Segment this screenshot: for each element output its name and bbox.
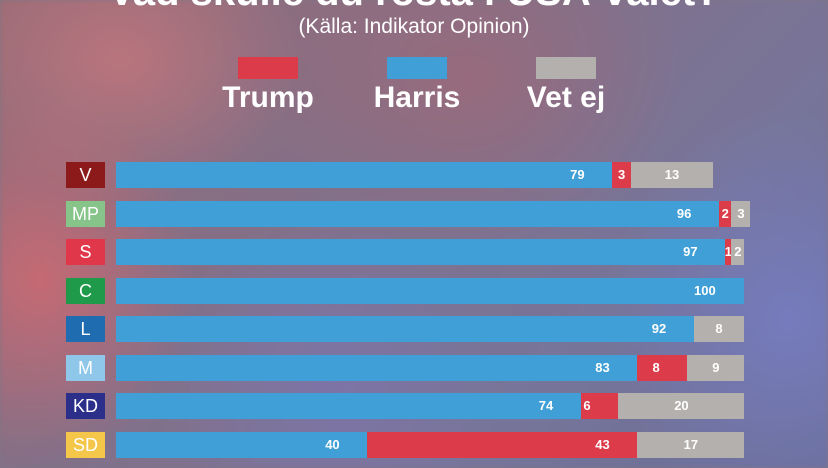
bar-row-c: 100 xyxy=(116,278,744,304)
bar-segment-harris xyxy=(116,316,694,342)
data-label-harris: 79 xyxy=(570,167,585,182)
bar-row-m: 83 8 9 xyxy=(116,355,744,381)
bar-segment-harris xyxy=(116,432,368,458)
bar-segment-harris xyxy=(116,201,719,227)
bar-row-kd: 74 6 20 xyxy=(116,393,744,419)
bar-segment-trump xyxy=(367,432,638,458)
legend-label-trump: Trump xyxy=(222,81,314,114)
bar-segment-vet-ej xyxy=(693,316,744,342)
data-label-vet-ej: 3 xyxy=(737,206,745,221)
data-label-trump: 8 xyxy=(652,360,660,375)
data-label-vet-ej: 2 xyxy=(734,244,742,259)
data-label-harris: 74 xyxy=(538,398,554,413)
bar-row-sd: 40 43 17 xyxy=(116,432,744,458)
party-badge-l: L xyxy=(66,316,105,342)
data-label-harris: 40 xyxy=(325,437,340,452)
bar-segment-vet-ej xyxy=(731,201,751,227)
data-label-harris: 83 xyxy=(595,360,610,375)
bar-segment-trump xyxy=(580,393,619,419)
chart-title: Vad skulle du rösta i USA-valet? xyxy=(0,0,828,15)
bar-segment-harris xyxy=(116,355,638,381)
data-label-trump: 1 xyxy=(724,244,733,259)
party-badge-s: S xyxy=(66,239,105,265)
legend-item-harris: Harris xyxy=(352,57,482,115)
legend-label-harris: Harris xyxy=(373,81,461,114)
data-label-vet-ej: 8 xyxy=(715,321,723,336)
legend-item-vet-ej: Vet ej xyxy=(501,57,631,115)
bar-segment-trump xyxy=(637,355,688,381)
data-label-trump: 3 xyxy=(618,167,626,182)
bar-segment-harris xyxy=(116,162,613,188)
party-badge-m: M xyxy=(66,355,105,381)
legend-swatch-harris xyxy=(387,57,447,79)
data-label-vet-ej: 20 xyxy=(674,398,689,413)
data-label-trump: 2 xyxy=(721,206,729,221)
party-badge-v: V xyxy=(66,162,105,188)
data-label-harris: 97 xyxy=(683,244,698,259)
bar-segment-vet-ej xyxy=(637,432,744,458)
data-label-vet-ej: 9 xyxy=(712,360,720,375)
data-label-harris: 96 xyxy=(676,206,692,221)
bar-segment-harris xyxy=(116,393,581,419)
bar-segment-harris xyxy=(116,278,744,304)
bar-row-v: 79 3 13 xyxy=(116,162,744,188)
party-badge-c: C xyxy=(66,278,105,304)
data-label-trump: 6 xyxy=(583,398,591,413)
bar-segment-vet-ej xyxy=(630,162,713,188)
data-label-harris: 92 xyxy=(651,321,667,336)
bar-segment-vet-ej xyxy=(687,355,744,381)
bar-segment-trump xyxy=(718,201,732,227)
party-badge-sd: SD xyxy=(66,432,105,458)
party-badge-mp: MP xyxy=(66,201,105,227)
data-label-vet-ej: 17 xyxy=(683,437,699,452)
legend-swatch-trump xyxy=(238,57,298,79)
chart-subtitle: (Källa: Indikator Opinion) xyxy=(298,15,530,38)
bar-segment-trump xyxy=(612,162,631,188)
bar-row-s: 97 1 2 xyxy=(116,239,744,265)
data-label-harris: 100 xyxy=(694,283,716,298)
bar-row-l: 92 8 xyxy=(116,316,744,342)
data-label-trump: 43 xyxy=(595,437,610,452)
legend-label-vet-ej: Vet ej xyxy=(526,81,606,114)
data-label-vet-ej: 13 xyxy=(664,167,680,182)
bar-segment-vet-ej xyxy=(618,393,744,419)
bar-segment-trump xyxy=(725,239,732,265)
bar-row-mp: 96 2 3 xyxy=(116,201,751,227)
legend-swatch-vet-ej xyxy=(536,57,596,79)
party-badge-kd: KD xyxy=(66,393,105,419)
bar-segment-vet-ej xyxy=(731,239,744,265)
legend-item-trump: Trump xyxy=(203,57,333,115)
bar-segment-harris xyxy=(116,239,726,265)
